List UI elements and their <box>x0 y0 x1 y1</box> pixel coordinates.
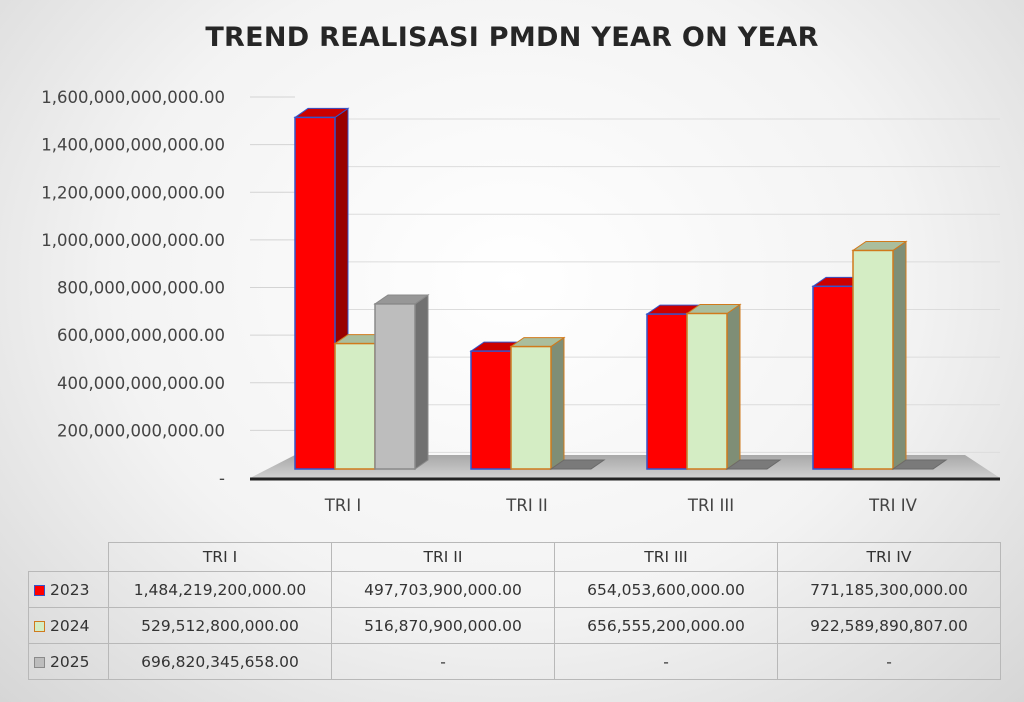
table-cell: 771,185,300,000.00 <box>777 571 1001 608</box>
chart-title: TREND REALISASI PMDN YEAR ON YEAR <box>205 22 819 53</box>
table-cell: - <box>331 643 555 680</box>
x-tick-label: TRI II <box>505 496 547 515</box>
y-tick-label: 1,200,000,000,000.00 <box>41 183 225 202</box>
table-header-tri-3: TRI III <box>554 542 778 572</box>
bar-2025-3 <box>725 459 782 470</box>
table-cell: - <box>777 643 1001 680</box>
legend-key-2023 <box>34 584 45 596</box>
y-tick-label: 600,000,000,000.00 <box>57 326 225 345</box>
table-corner <box>28 542 109 572</box>
table-row-2024: 2024 529,512,800,000.00 516,870,900,000.… <box>28 607 1001 644</box>
bar-2024-4 <box>851 240 908 470</box>
bar-chart: - 200,000,000,000.00 400,000,000,000.00 600… <box>41 88 1000 515</box>
data-table: TRI I TRI II TRI III TRI IV 2023 1,484,2… <box>28 542 1001 680</box>
table-row-2025: 2025 696,820,345,658.00 - - - <box>28 643 1001 680</box>
x-tick-label: TRI IV <box>868 496 918 515</box>
bar-2025-4 <box>891 459 948 470</box>
x-tick-label: TRI III <box>687 496 734 515</box>
y-tick-label: 1,400,000,000,000.00 <box>41 136 225 155</box>
table-cell: - <box>554 643 778 680</box>
bar-2025-2 <box>549 459 606 470</box>
legend-entry-2024: 2024 <box>28 607 109 644</box>
table-cell: 654,053,600,000.00 <box>554 571 778 608</box>
y-tick-label: 1,600,000,000,000.00 <box>41 88 225 107</box>
y-tick-label: 400,000,000,000.00 <box>57 374 225 393</box>
table-cell: 516,870,900,000.00 <box>331 607 555 644</box>
table-row-2023: 2023 1,484,219,200,000.00 497,703,900,00… <box>28 571 1001 608</box>
bar-2024-2 <box>509 336 566 470</box>
table-cell: 497,703,900,000.00 <box>331 571 555 608</box>
legend-key-2024 <box>34 620 45 632</box>
table-cell: 696,820,345,658.00 <box>108 643 332 680</box>
y-tick-label: 200,000,000,000.00 <box>57 421 225 440</box>
y-tick-label: 1,000,000,000,000.00 <box>41 231 225 250</box>
table-cell: 922,589,890,807.00 <box>777 607 1001 644</box>
table-header-row: TRI I TRI II TRI III TRI IV <box>28 542 1001 572</box>
table-header-tri-2: TRI II <box>331 542 555 572</box>
bar-2024-3 <box>685 303 742 470</box>
legend-label-2025: 2025 <box>50 652 90 671</box>
table-cell: 529,512,800,000.00 <box>108 607 332 644</box>
table-header-tri-1: TRI I <box>108 542 332 572</box>
y-tick-label: 800,000,000,000.00 <box>57 279 225 298</box>
y-tick-label: - <box>219 469 225 488</box>
table-cell: 1,484,219,200,000.00 <box>108 571 332 608</box>
table-header-tri-4: TRI IV <box>777 542 1001 572</box>
legend-key-2025 <box>34 656 45 668</box>
bar-2025-1 <box>373 293 430 470</box>
table-cell: 656,555,200,000.00 <box>554 607 778 644</box>
legend-label-2024: 2024 <box>50 616 90 635</box>
legend-entry-2025: 2025 <box>28 643 109 680</box>
legend-label-2023: 2023 <box>50 580 90 599</box>
legend-entry-2023: 2023 <box>28 571 109 608</box>
x-tick-label: TRI I <box>324 496 362 515</box>
